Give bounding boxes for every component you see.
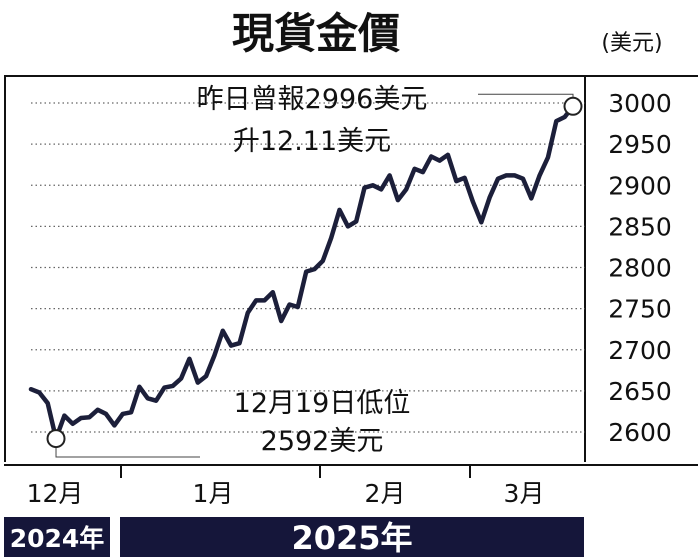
low-annotation-line1: 12月19日低位 xyxy=(234,388,411,419)
price-line xyxy=(28,104,576,441)
y-tick-label: 2900 xyxy=(608,171,672,200)
high-point-marker xyxy=(563,96,583,116)
y-tick-label: 2750 xyxy=(608,295,672,324)
y-tick-label: 2700 xyxy=(608,336,672,365)
y-tick-label: 2950 xyxy=(608,130,672,159)
year-label-2025: 2025年 xyxy=(291,519,412,557)
y-tick-label: 2600 xyxy=(608,418,672,447)
month-label-feb: 2月 xyxy=(365,479,406,508)
high-leader-line xyxy=(478,93,574,98)
y-tick-label: 2650 xyxy=(608,377,672,406)
month-label-dec: 12月 xyxy=(27,479,84,508)
low-annotation-line2: 2592美元 xyxy=(261,426,384,457)
y-tick-label: 2800 xyxy=(608,254,672,283)
y-tick-labels: 2600 2650 2700 2750 2800 2850 2900 2950 3000 xyxy=(608,89,672,447)
chart-title: 現貨金價 xyxy=(232,9,400,58)
high-annotation-line2: 升12.11美元 xyxy=(233,126,391,157)
low-point-marker xyxy=(46,429,66,449)
year-bar-2025 xyxy=(120,517,584,557)
unit-label: (美元) xyxy=(601,31,662,56)
month-label-jan: 1月 xyxy=(193,479,234,508)
month-label-mar: 3月 xyxy=(504,479,545,508)
high-annotation-line1: 昨日曾報2996美元 xyxy=(197,84,428,115)
year-bar-2024 xyxy=(4,517,110,557)
y-tick-label: 2850 xyxy=(608,212,672,241)
low-leader-line xyxy=(55,447,200,458)
year-label-2024: 2024年 xyxy=(10,524,105,553)
y-tick-label: 3000 xyxy=(608,89,672,118)
x-axis-separators xyxy=(120,465,471,478)
